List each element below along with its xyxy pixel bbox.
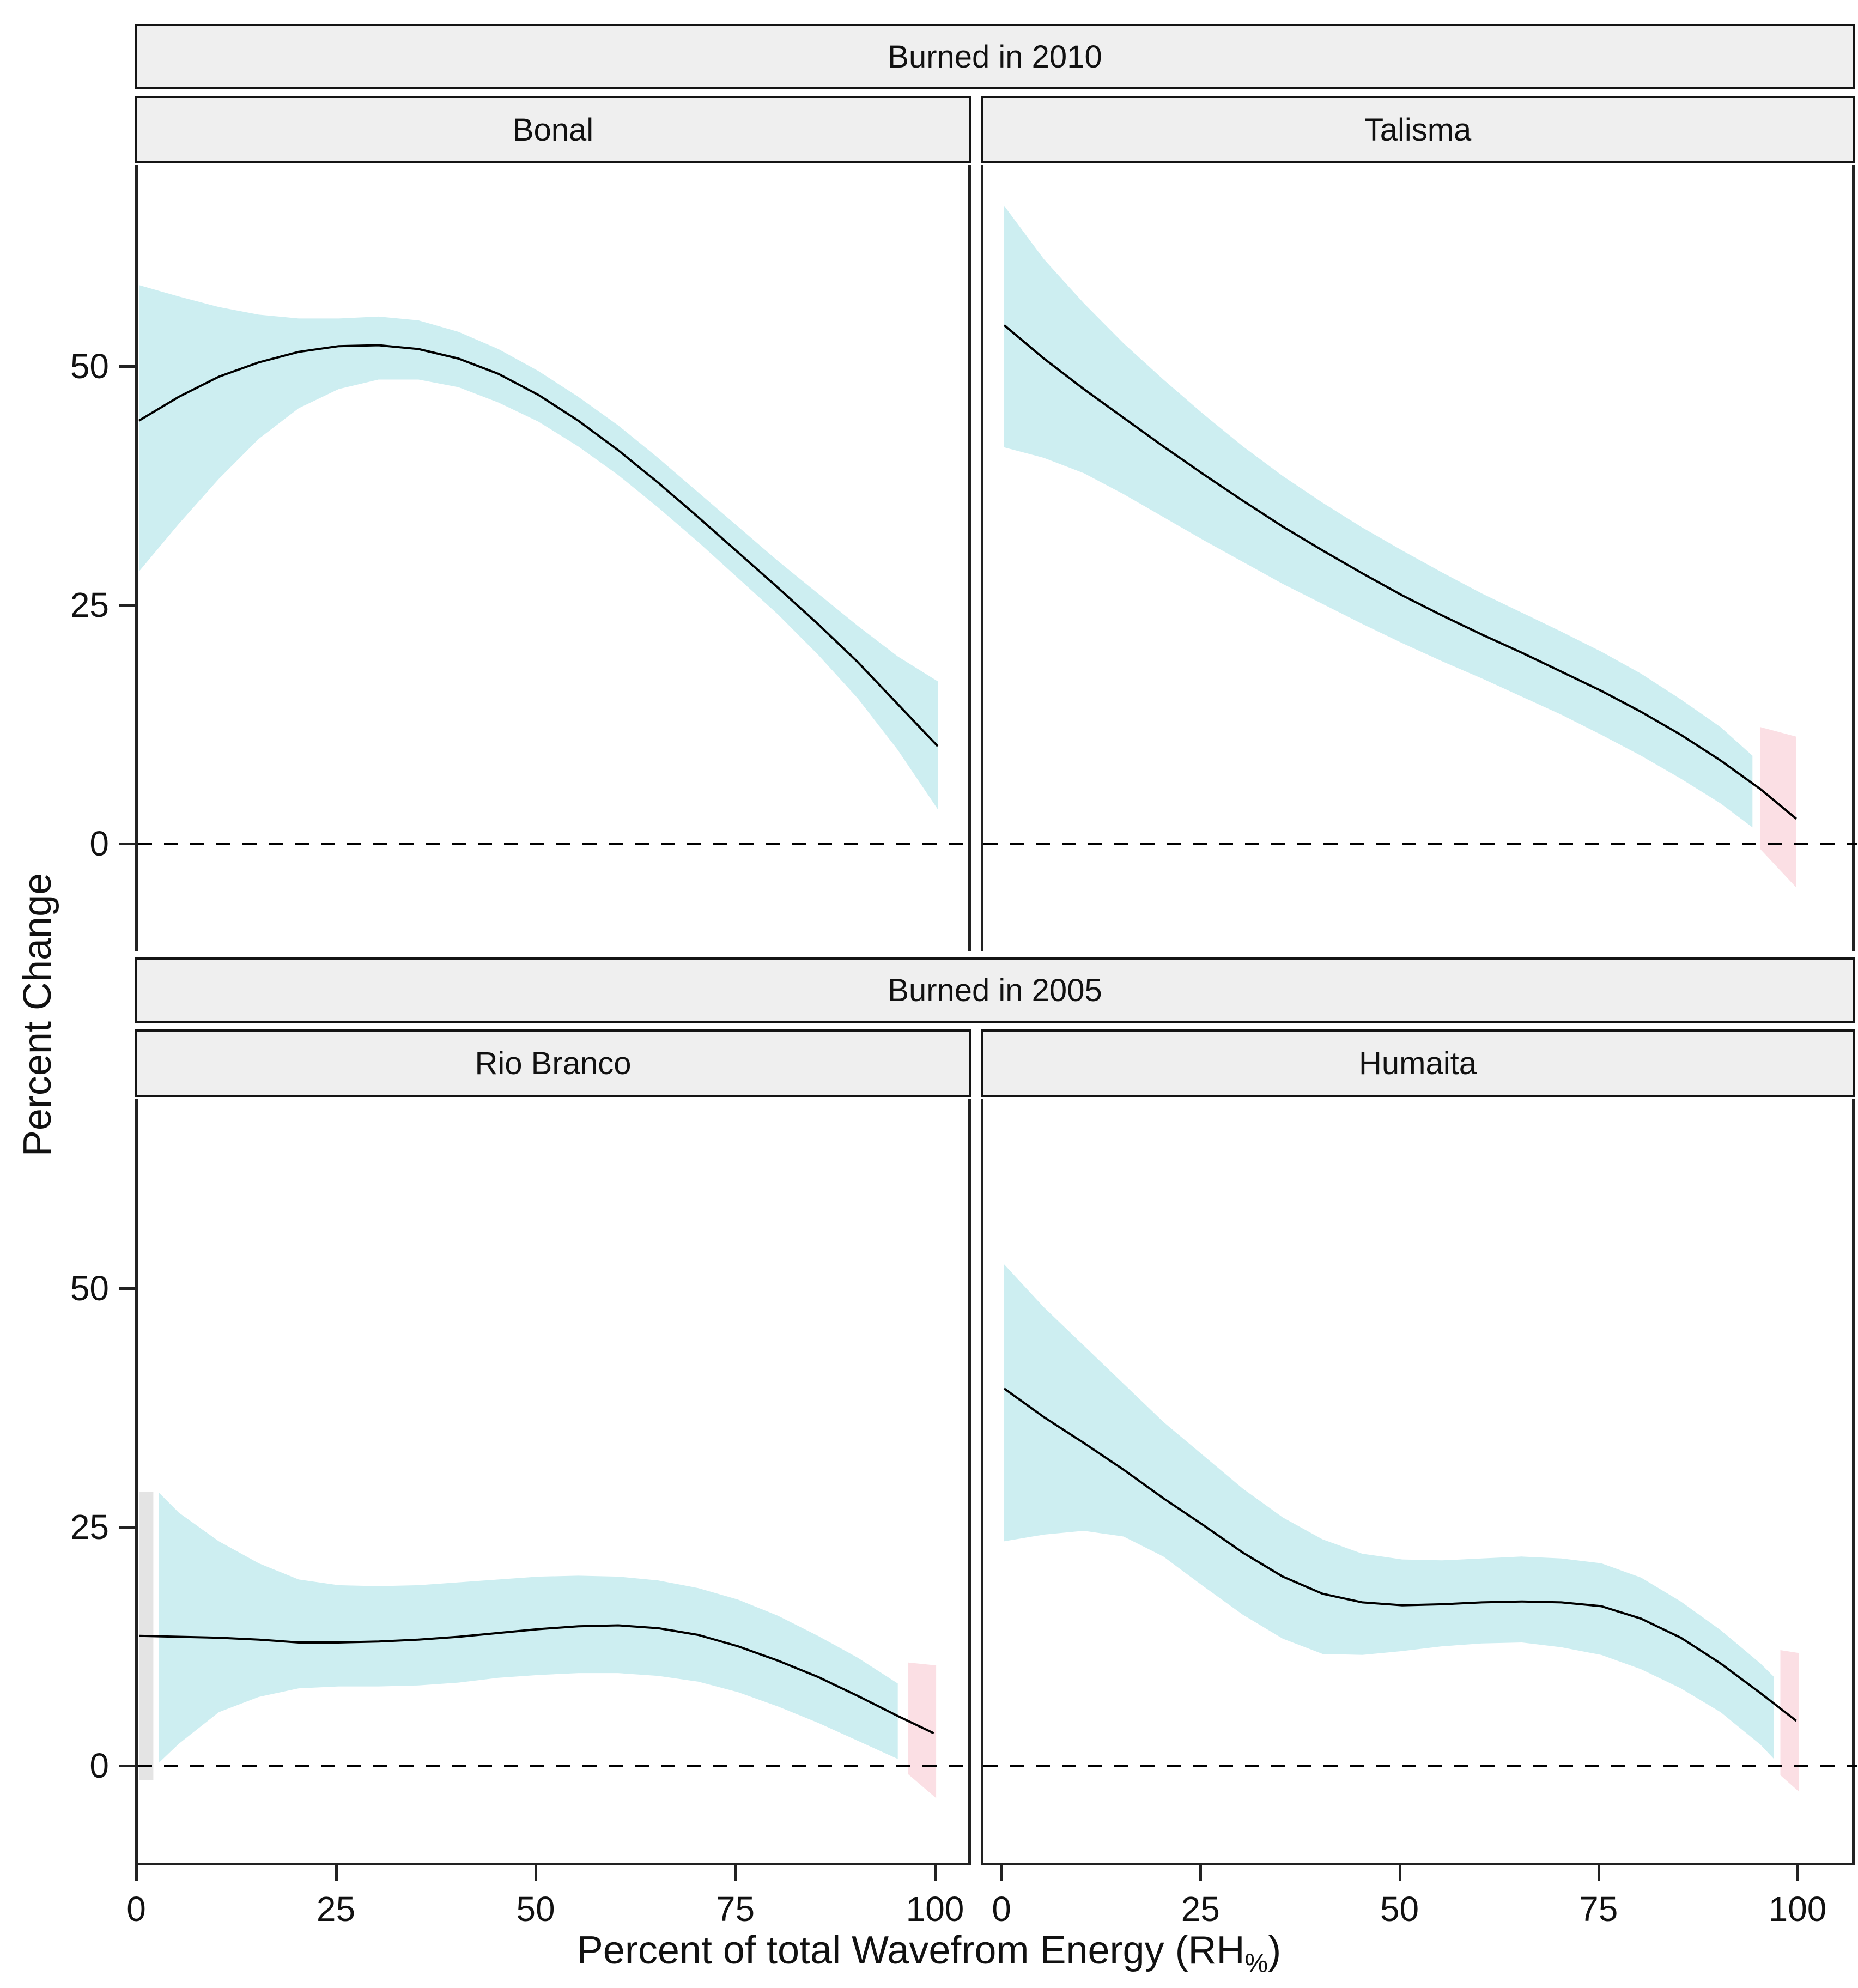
fit-line [138,1624,934,1735]
confidence-ribbon [159,1492,898,1763]
y-axis-tick [119,1287,135,1290]
y-axis-tick [119,1765,135,1767]
y-axis-tick-label: 25 [70,585,109,625]
y-axis-tick [119,604,135,607]
confidence-ribbon [139,285,938,809]
x-axis-tick-label: 0 [992,1889,1011,1929]
x-axis-tick [1796,1864,1799,1881]
pink-confidence-ribbon [1780,1650,1799,1792]
panel-talisma [981,165,1857,951]
facet-strip-row1: Burned in 2010 [135,24,1855,89]
panel-humaita [981,1099,1857,1864]
pink-confidence-ribbon [908,1662,937,1798]
facet-strip-talisma-label: Talisma [1364,112,1472,148]
facet-plot-rio-branco [138,1492,974,1798]
x-axis-tick [1000,1864,1003,1881]
x-axis-tick-label: 25 [316,1889,356,1929]
x-axis-title: Percent of total Wavefrom Energy (RH%) [0,1928,1858,1978]
fit-line [1003,1387,1797,1722]
y-axis-tick [119,365,135,368]
panel-riobranco [135,1099,974,1864]
y-axis-title: Percent Change [16,872,59,1157]
facet-plot-talisma [983,205,1857,888]
pink-confidence-ribbon [1760,727,1796,888]
y-axis-tick-label: 25 [70,1507,109,1547]
fit-line [138,344,939,747]
x-axis-tick [135,1864,138,1881]
y-axis-tick-label: 0 [89,1746,109,1785]
facet-plot-humaita [983,1264,1857,1792]
x-axis-tick [335,1864,338,1881]
facet-strip-riobranco-label: Rio Branco [475,1045,632,1081]
x-axis-tick-label: 100 [1768,1889,1827,1929]
x-axis-tick-label: 75 [1579,1889,1618,1929]
x-axis-line-right [981,1863,1855,1865]
facet-strip-humaita: Humaita [981,1029,1855,1097]
y-axis-tick-label: 50 [70,347,109,386]
x-axis-tick [1398,1864,1401,1881]
confidence-ribbon [1004,1264,1774,1759]
y-axis-tick-label: 50 [70,1269,109,1308]
x-axis-tick [734,1864,737,1881]
confidence-ribbon [1004,205,1753,828]
x-axis-tick-label: 50 [1380,1889,1419,1929]
x-axis-title-close: ) [1268,1929,1282,1972]
facet-strip-bonal-label: Bonal [512,112,594,148]
x-axis-tick-label: 75 [715,1889,755,1929]
facet-plot-bonal [138,285,974,845]
panel-bonal [135,165,974,951]
x-axis-title-main: Percent of total Wavefrom Energy (RH [576,1929,1245,1972]
x-axis-line-left [135,1863,971,1865]
facet-strip-humaita-label: Humaita [1359,1045,1477,1081]
fit-line [1003,324,1797,820]
x-axis-tick [535,1864,537,1881]
x-axis-tick [1597,1864,1600,1881]
facet-strip-riobranco: Rio Branco [135,1029,971,1097]
x-axis-tick [934,1864,937,1881]
x-axis-tick-label: 25 [1181,1889,1220,1929]
facet-strip-bonal: Bonal [135,96,971,163]
facet-strip-row1-label: Burned in 2010 [888,39,1102,75]
facet-strip-talisma: Talisma [981,96,1855,163]
facet-strip-row2: Burned in 2005 [135,957,1855,1023]
y-axis-tick-label: 0 [89,824,109,863]
y-axis-tick [119,843,135,845]
x-axis-tick [1199,1864,1203,1881]
y-axis-tick [119,1526,135,1529]
x-axis-tick-label: 0 [126,1889,146,1929]
facet-strip-row2-label: Burned in 2005 [888,972,1102,1008]
x-axis-tick-label: 100 [906,1889,964,1929]
x-axis-tick-label: 50 [516,1889,555,1929]
x-axis-title-subscript: % [1244,1949,1268,1978]
